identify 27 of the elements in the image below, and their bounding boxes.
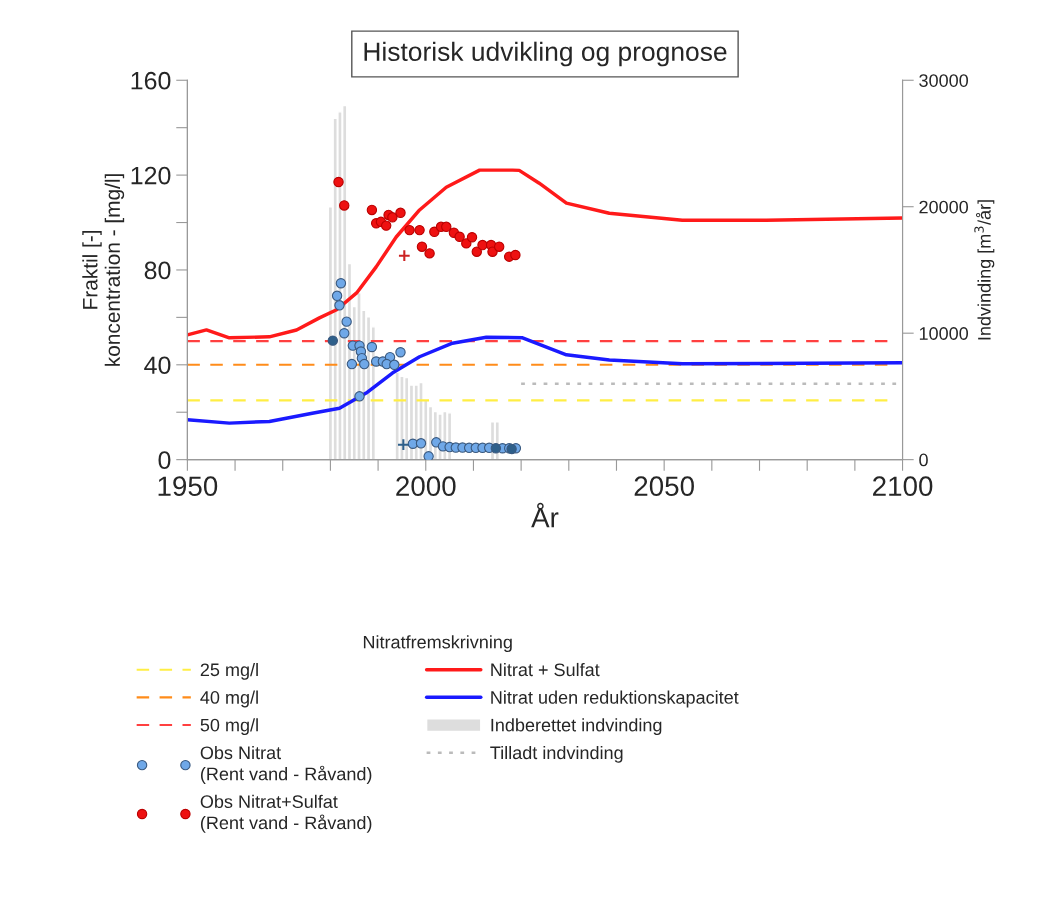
y2-tick-label: 10000 <box>919 327 969 340</box>
legend-label: Obs Nitrat+Sulfat (Rent vand - Råvand) <box>200 794 372 833</box>
x-axis-title: År <box>531 502 559 528</box>
x-tick-label: 2050 <box>634 476 694 497</box>
y-axis-title: Fraktil [-] koncentration - [mg/l] <box>82 174 125 366</box>
legend-label: 40 mg/l <box>200 690 258 708</box>
x-tick-label: 2000 <box>396 476 456 497</box>
x-tick-label: 2100 <box>873 476 933 497</box>
legend-title: Nitratfremskrivning <box>363 635 512 653</box>
legend-label: Nitrat uden reduktionskapacitet <box>491 690 739 708</box>
y-tick-label: 40 <box>144 356 171 375</box>
legend-label: Nitrat + Sulfat <box>491 662 600 677</box>
y-tick-label: 0 <box>158 451 171 469</box>
y-tick-label: 160 <box>131 71 171 90</box>
y-tick-label: 120 <box>131 166 171 185</box>
y2-axis-title: Indvinding [m$^{3}$/år] <box>974 200 995 340</box>
y-tick-label: 80 <box>144 261 171 280</box>
legend-label: Tilladt indvinding <box>490 745 623 763</box>
legend-label: 25 mg/l <box>200 662 258 680</box>
y2-tick-label: 20000 <box>919 200 969 214</box>
y2-tick-label: 30000 <box>919 74 969 87</box>
x-tick-label: 1950 <box>158 476 218 497</box>
legend-label: 50 mg/l <box>200 718 258 736</box>
legend-label: Indberettet indvinding <box>491 718 662 736</box>
legend-label: Obs Nitrat (Rent vand - Råvand) <box>200 745 372 784</box>
chart-title: Historisk udvikling og prognose <box>364 41 727 67</box>
y2-tick-label: 0 <box>919 453 928 467</box>
